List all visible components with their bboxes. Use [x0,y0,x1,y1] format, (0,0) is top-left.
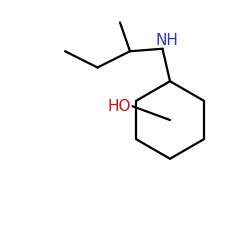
Text: HO: HO [108,99,131,114]
Text: NH: NH [156,33,178,48]
